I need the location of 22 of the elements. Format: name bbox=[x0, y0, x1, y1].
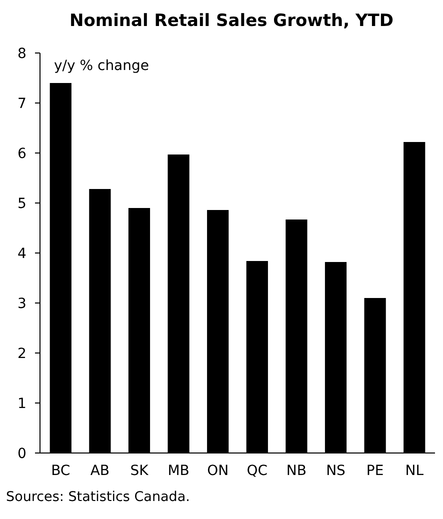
source-note: Sources: Statistics Canada. bbox=[6, 489, 190, 505]
y-tick-label: 7 bbox=[18, 96, 26, 112]
x-tick-label: PE bbox=[366, 463, 384, 479]
y-axis-title: y/y % change bbox=[54, 58, 150, 74]
y-tick-label: 4 bbox=[18, 246, 27, 262]
y-tick-label: 8 bbox=[18, 46, 26, 62]
y-tick-label: 2 bbox=[18, 346, 26, 362]
y-tick-label: 6 bbox=[18, 146, 27, 162]
x-tick-label: NL bbox=[405, 463, 424, 479]
x-tick-label: ON bbox=[207, 463, 229, 479]
y-tick-label: 5 bbox=[18, 196, 26, 212]
x-tick-label: NS bbox=[326, 463, 346, 479]
chart-title: Nominal Retail Sales Growth, YTD bbox=[69, 11, 394, 31]
y-tick-label: 0 bbox=[18, 446, 26, 462]
x-tick-label: MB bbox=[168, 463, 190, 479]
x-tick-label: SK bbox=[130, 463, 150, 479]
y-tick-label: 1 bbox=[18, 396, 26, 412]
x-tick-label: QC bbox=[246, 463, 268, 479]
x-tick-label: AB bbox=[90, 463, 110, 479]
x-tick-label: NB bbox=[286, 463, 306, 479]
x-tick-label: BC bbox=[51, 463, 70, 479]
y-tick-label: 3 bbox=[18, 296, 26, 312]
